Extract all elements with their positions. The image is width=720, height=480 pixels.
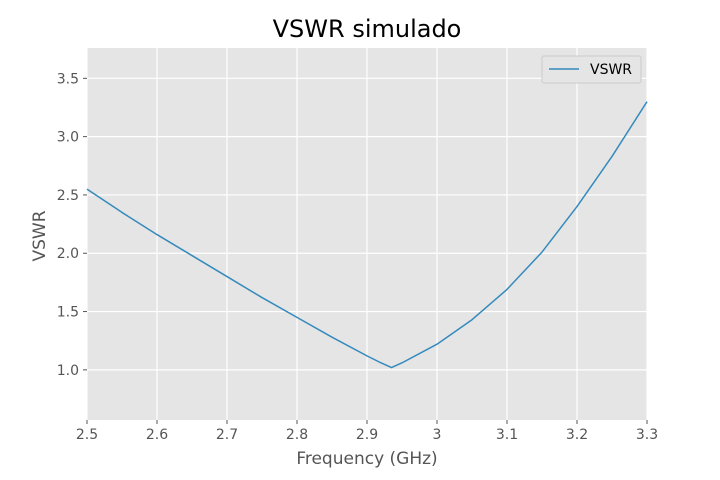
legend-box [541, 55, 642, 84]
x-tick-label: 2.6 [146, 427, 168, 443]
y-tick-label: 3.0 [57, 130, 79, 146]
y-tick-label: 1.0 [57, 363, 79, 379]
x-tick-label: 3.1 [496, 427, 518, 443]
x-tick-label: 3.2 [566, 427, 588, 443]
x-tick-label: 3 [433, 427, 442, 443]
x-tick-label: 2.5 [76, 427, 98, 443]
x-tick-label: 2.7 [216, 427, 238, 443]
y-axis-ticks: 1.0 1.5 2.0 2.5 3.0 3.5 [57, 71, 87, 379]
legend-label: VSWR [590, 62, 632, 78]
x-axis-ticks: 2.5 2.6 2.7 2.8 2.9 3 3.1 3.2 3.3 [76, 420, 658, 443]
plot-lines [86, 101, 648, 369]
x-tick-label: 2.9 [356, 427, 378, 443]
x-tick-label: 2.8 [286, 427, 308, 443]
chart-title: VSWR simulado [273, 15, 462, 43]
x-tick-label: 3.3 [636, 427, 658, 443]
y-tick-label: 3.5 [57, 71, 79, 87]
legend: VSWR [541, 55, 642, 84]
y-tick-label: 2.0 [57, 246, 79, 262]
y-axis-label: VSWR [30, 210, 50, 261]
series-line-vswr [86, 101, 648, 369]
x-axis-label: Frequency (GHz) [296, 449, 437, 469]
y-tick-label: 1.5 [57, 305, 79, 321]
grid [86, 48, 648, 420]
y-tick-label: 2.5 [57, 188, 79, 204]
